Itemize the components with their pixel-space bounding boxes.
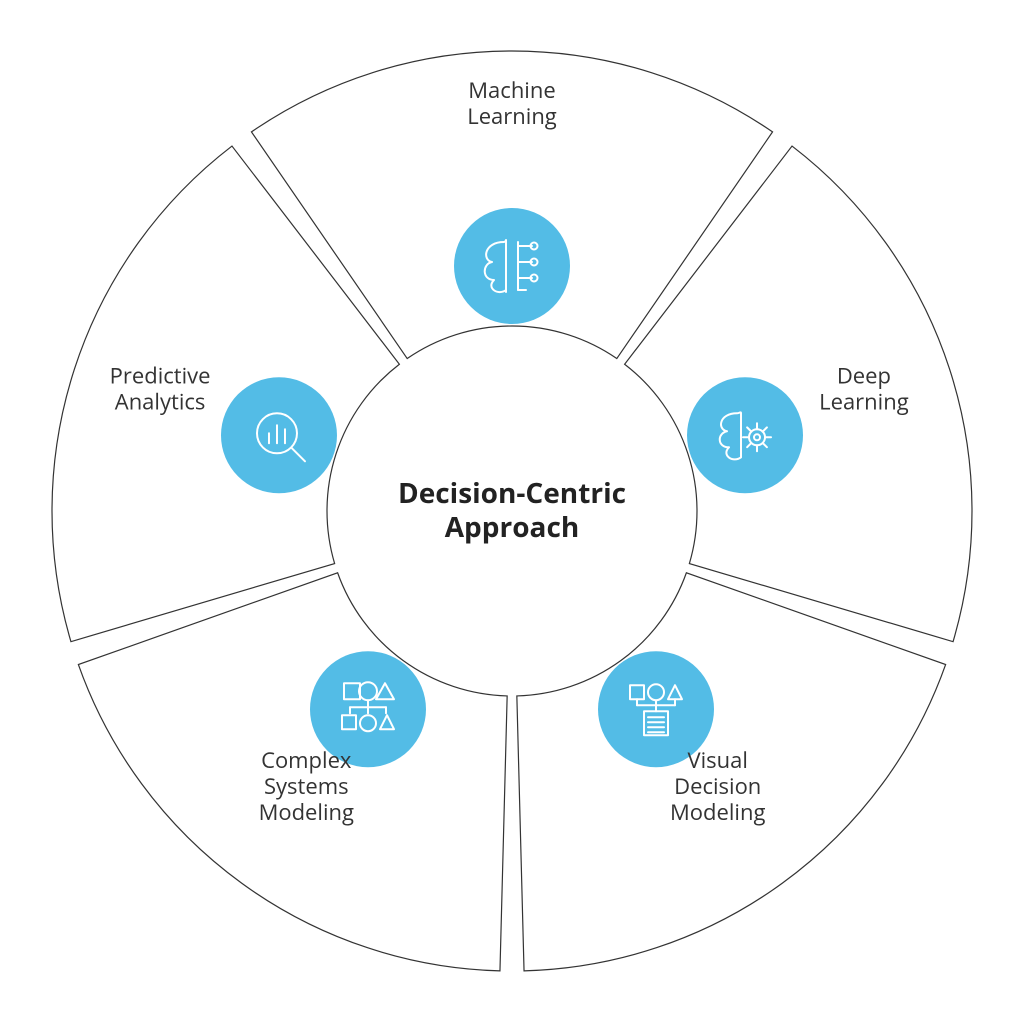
- complex-systems-label: ComplexSystemsModeling: [259, 745, 354, 827]
- predictive-label: PredictiveAnalytics: [110, 361, 211, 417]
- machine-learning-label: MachineLearning: [467, 75, 557, 131]
- machine-learning-icon-circle: [454, 208, 570, 324]
- center-title: Decision-CentricApproach: [398, 474, 626, 546]
- predictive-icon-circle: [221, 377, 337, 493]
- deep-learning-icon-circle: [687, 377, 803, 493]
